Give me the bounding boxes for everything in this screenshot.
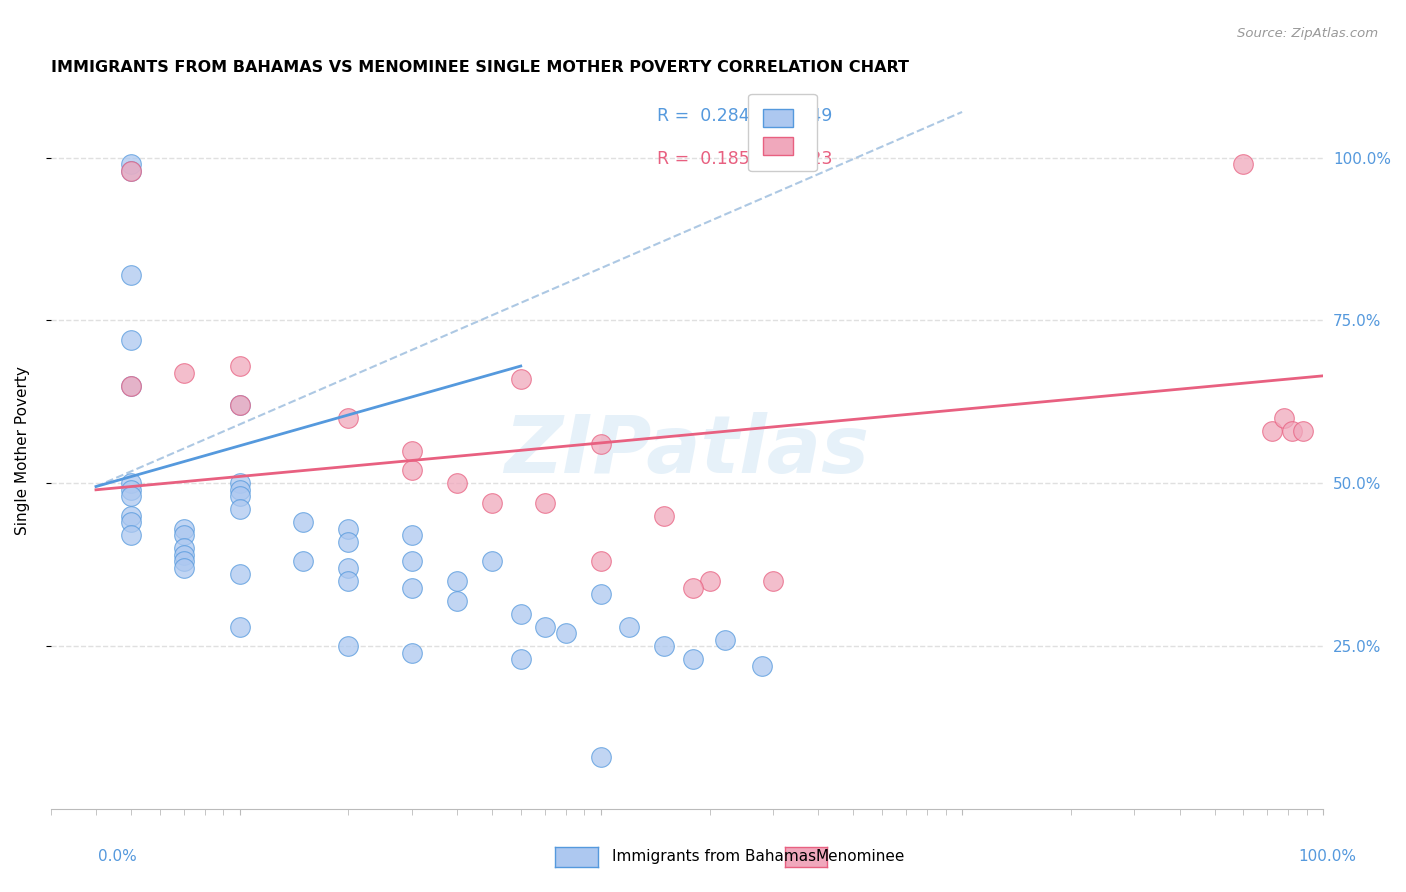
Point: [1232, 157, 1254, 171]
Point: [337, 639, 360, 653]
Point: [337, 535, 360, 549]
Point: [682, 652, 704, 666]
Y-axis label: Single Mother Poverty: Single Mother Poverty: [15, 367, 30, 535]
Point: [337, 574, 360, 588]
Point: [534, 619, 557, 633]
Point: [120, 508, 142, 523]
Point: [228, 398, 250, 412]
Point: [228, 398, 250, 412]
Point: [292, 516, 315, 530]
Point: [228, 489, 250, 503]
Point: [228, 567, 250, 582]
Point: [762, 574, 785, 588]
Point: [120, 489, 142, 503]
Point: [1261, 424, 1284, 438]
Text: R =  0.284    N = 49: R = 0.284 N = 49: [657, 107, 832, 125]
Point: [654, 508, 676, 523]
Point: [751, 658, 773, 673]
Point: [173, 522, 195, 536]
Legend: , : ,: [748, 94, 817, 171]
Text: 0.0%: 0.0%: [98, 849, 138, 863]
Point: [446, 476, 468, 491]
Point: [120, 378, 142, 392]
Point: [120, 163, 142, 178]
Point: [120, 483, 142, 497]
Point: [699, 574, 721, 588]
Point: [401, 646, 423, 660]
Point: [509, 372, 531, 386]
Point: [120, 378, 142, 392]
Point: [481, 554, 503, 568]
Point: [589, 750, 612, 764]
Point: [292, 554, 315, 568]
Point: [120, 528, 142, 542]
Text: ZIPatlas: ZIPatlas: [505, 412, 869, 490]
Point: [337, 561, 360, 575]
Text: Immigrants from Bahamas: Immigrants from Bahamas: [612, 849, 815, 863]
Point: [120, 333, 142, 347]
Point: [1281, 424, 1303, 438]
Text: Source: ZipAtlas.com: Source: ZipAtlas.com: [1237, 27, 1378, 40]
Point: [337, 411, 360, 425]
Point: [554, 626, 576, 640]
Point: [120, 516, 142, 530]
Point: [120, 157, 142, 171]
Point: [337, 522, 360, 536]
Text: IMMIGRANTS FROM BAHAMAS VS MENOMINEE SINGLE MOTHER POVERTY CORRELATION CHART: IMMIGRANTS FROM BAHAMAS VS MENOMINEE SIN…: [51, 60, 908, 75]
Point: [509, 652, 531, 666]
Text: Menominee: Menominee: [815, 849, 905, 863]
Point: [228, 619, 250, 633]
Point: [446, 593, 468, 607]
Point: [654, 639, 676, 653]
Text: R =  0.185    N = 23: R = 0.185 N = 23: [657, 150, 832, 168]
Point: [120, 163, 142, 178]
Point: [228, 502, 250, 516]
Point: [401, 554, 423, 568]
Point: [589, 554, 612, 568]
Point: [1272, 411, 1295, 425]
Point: [401, 463, 423, 477]
Point: [534, 496, 557, 510]
Point: [173, 528, 195, 542]
Point: [481, 496, 503, 510]
Point: [401, 581, 423, 595]
Point: [120, 476, 142, 491]
Point: [509, 607, 531, 621]
Point: [446, 574, 468, 588]
Point: [228, 483, 250, 497]
Point: [589, 587, 612, 601]
Point: [173, 561, 195, 575]
Point: [619, 619, 641, 633]
Point: [173, 548, 195, 562]
Point: [401, 443, 423, 458]
Point: [173, 541, 195, 556]
Point: [713, 632, 735, 647]
Text: 100.0%: 100.0%: [1299, 849, 1357, 863]
Point: [173, 366, 195, 380]
Point: [228, 359, 250, 373]
Point: [173, 554, 195, 568]
Point: [589, 437, 612, 451]
Point: [682, 581, 704, 595]
Point: [401, 528, 423, 542]
Point: [1292, 424, 1315, 438]
Point: [228, 476, 250, 491]
Point: [120, 268, 142, 282]
